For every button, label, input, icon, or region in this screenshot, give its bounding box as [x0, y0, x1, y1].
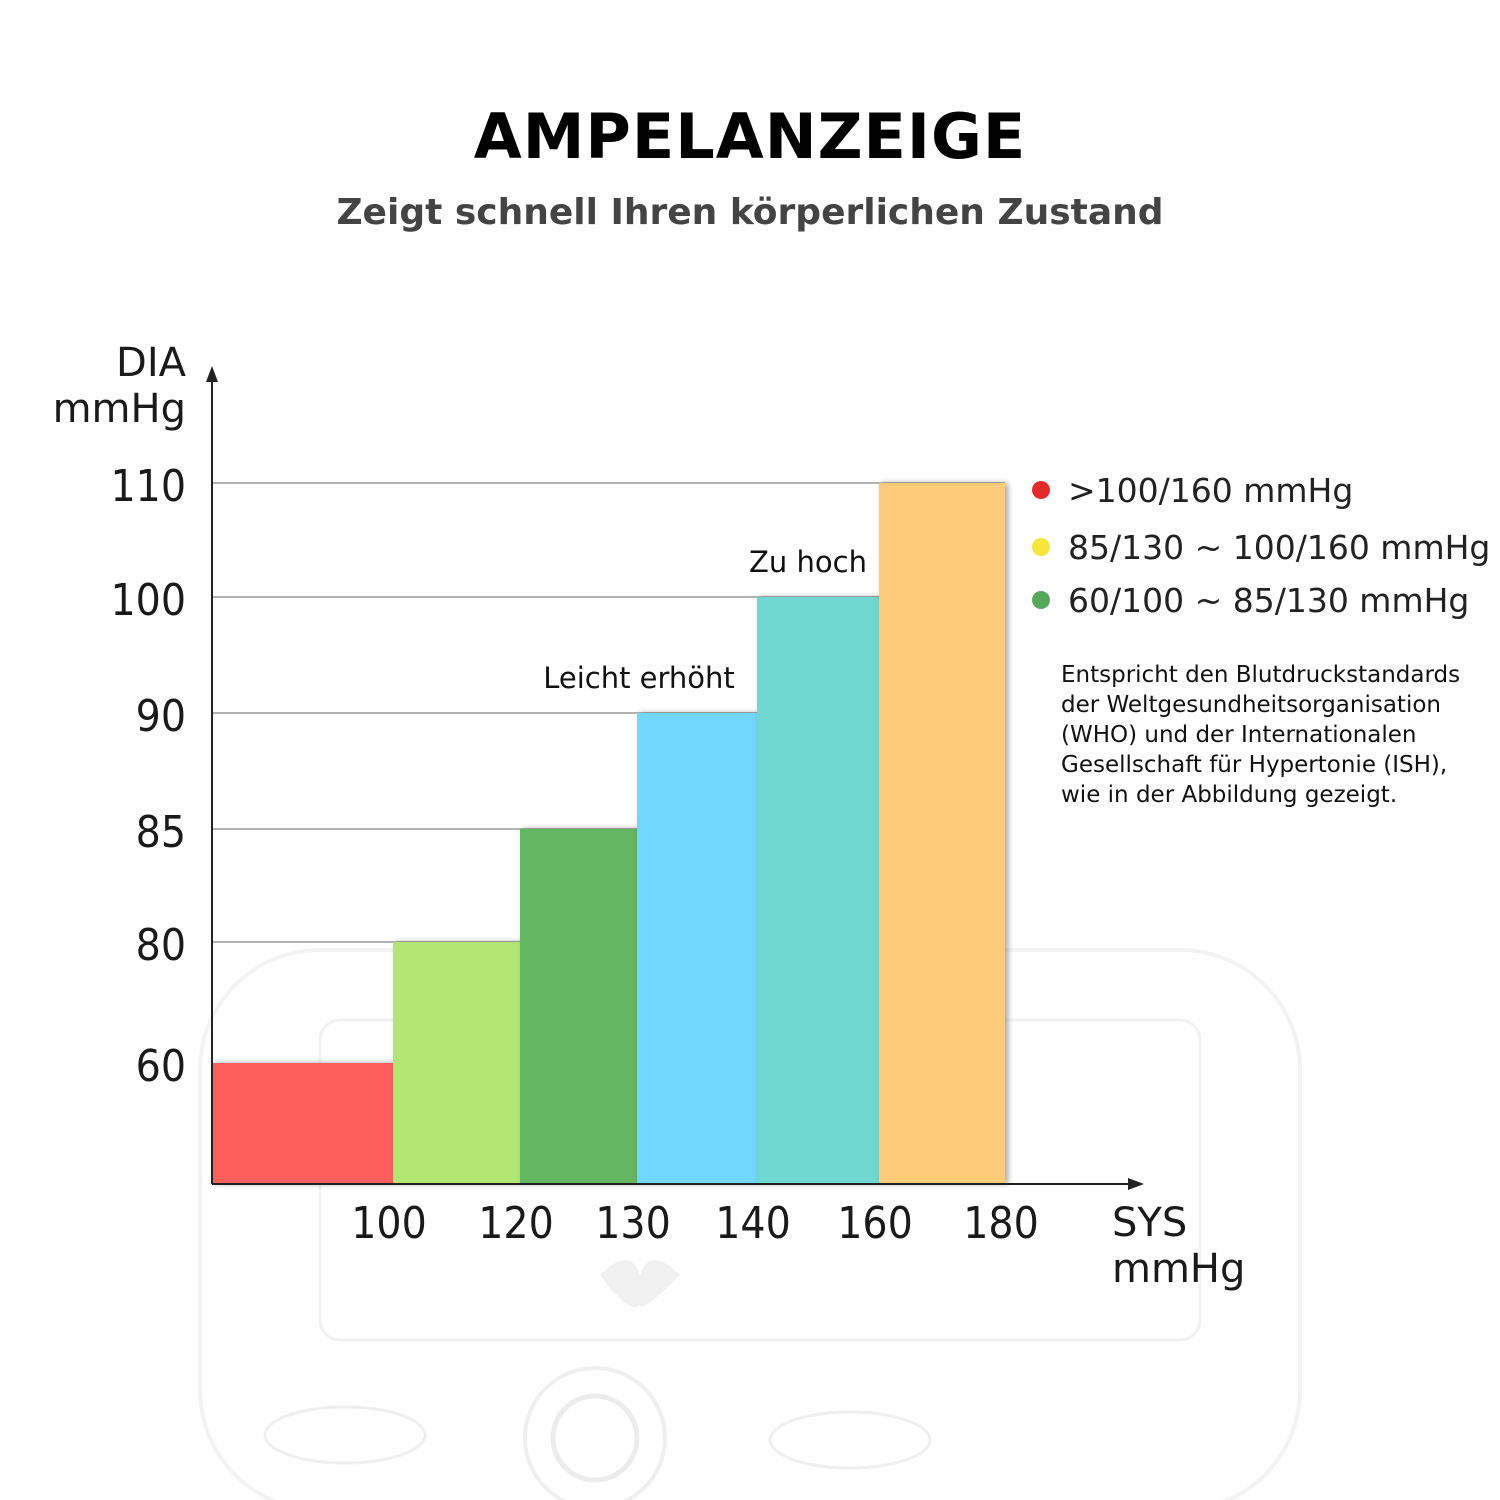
legend-label: 60/100 ~ 85/130 mmHg: [1068, 581, 1469, 620]
bar-sys-160: [757, 597, 879, 1184]
y-tick-label: 80: [136, 920, 186, 971]
axes: [206, 366, 1144, 1190]
bar-annotation: Zu hoch: [749, 545, 867, 579]
x-axis-arrow-icon: [1128, 1178, 1144, 1190]
page-title: AMPELANZEIGE: [473, 100, 1027, 173]
y-tick-label: 110: [110, 461, 186, 512]
y-tick-label: 85: [136, 807, 186, 858]
bars: [212, 483, 1005, 1184]
x-tick-label: 130: [595, 1198, 671, 1249]
x-tick-label: 120: [478, 1198, 554, 1249]
bar-annotations: Leicht erhöht Zu hoch: [543, 545, 867, 695]
x-tick-label: 100: [351, 1198, 427, 1249]
legend-dot-icon: [1032, 481, 1050, 499]
y-tick-label: 100: [110, 575, 186, 626]
legend-dot-icon: [1032, 591, 1050, 609]
x-axis-title: mmHg: [1112, 1246, 1245, 1292]
x-tick-label: 140: [715, 1198, 791, 1249]
y-tick-label: 90: [136, 691, 186, 742]
x-axis-title: SYS: [1112, 1200, 1187, 1246]
legend: >100/160 mmHg 85/130 ~ 100/160 mmHg 60/100…: [1032, 471, 1490, 620]
x-tick-label: 160: [837, 1198, 913, 1249]
y-axis-title: mmHg: [53, 386, 186, 432]
bar-sys-100: [212, 1063, 393, 1184]
who-standard-note: Entspricht den Blutdruckstandards der We…: [1061, 662, 1461, 808]
bar-sys-120: [393, 942, 520, 1184]
y-axis-title: DIA: [116, 340, 187, 386]
legend-dot-icon: [1032, 538, 1050, 556]
y-tick-label: 60: [136, 1041, 186, 1092]
legend-label: 85/130 ~ 100/160 mmHg: [1068, 528, 1490, 567]
x-tick-label: 180: [963, 1198, 1039, 1249]
y-axis-arrow-icon: [206, 366, 218, 382]
bar-sys-180: [879, 483, 1005, 1184]
legend-label: >100/160 mmHg: [1068, 471, 1353, 510]
bar-annotation: Leicht erhöht: [543, 661, 735, 695]
tick-labels: 60 80 85 90 100 110 100 120 130 140 160 180: [110, 461, 1038, 1249]
page-subtitle: Zeigt schnell Ihren körperlichen Zustand: [336, 192, 1164, 233]
bar-sys-140: [637, 713, 757, 1184]
bar-sys-130: [520, 829, 637, 1184]
